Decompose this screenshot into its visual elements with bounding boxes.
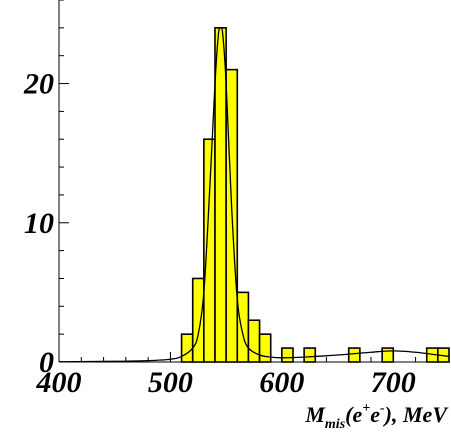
y-tick-label: 10 (24, 207, 54, 240)
x-tick-label: 400 (36, 366, 82, 399)
x-axis-label-open: (e (345, 402, 362, 427)
x-tick-labels: 400 500 600 700 (36, 366, 416, 399)
fit-curve (58, 26, 450, 363)
x-tick-label: 600 (259, 366, 304, 399)
x-axis-ticks (58, 352, 439, 362)
histogram-bar (303, 347, 317, 363)
y-tick-labels: 0 10 20 (23, 68, 54, 379)
x-axis-label-main: M (304, 402, 326, 427)
x-tick-label: 500 (148, 366, 193, 399)
x-axis-label: Mmis(e+e-), MeV (304, 401, 449, 432)
histogram-bar (214, 27, 227, 363)
y-tick-label: 20 (23, 68, 54, 101)
histogram-bar (281, 347, 294, 363)
y-tick-label: 0 (39, 346, 54, 379)
histogram-bar (236, 291, 250, 363)
y-axis-ticks (59, 0, 69, 363)
x-axis-label-sup2: - (380, 401, 385, 416)
histogram-bar (258, 333, 272, 363)
histogram-bar (247, 319, 261, 363)
x-axis-label-sup1: + (362, 401, 370, 416)
x-axis-label-sub: mis (325, 417, 346, 432)
histogram-bar (191, 277, 205, 363)
histogram-bar (203, 138, 216, 363)
histogram-bar (180, 333, 194, 363)
histogram-bars (180, 27, 450, 363)
x-axis-label-close: ), MeV (383, 402, 450, 427)
x-tick-label: 700 (371, 366, 416, 399)
histogram-bar (381, 347, 395, 363)
x-axis-label-mid: e (370, 402, 380, 427)
plot-area (58, 26, 450, 363)
histogram-bar (347, 347, 361, 363)
